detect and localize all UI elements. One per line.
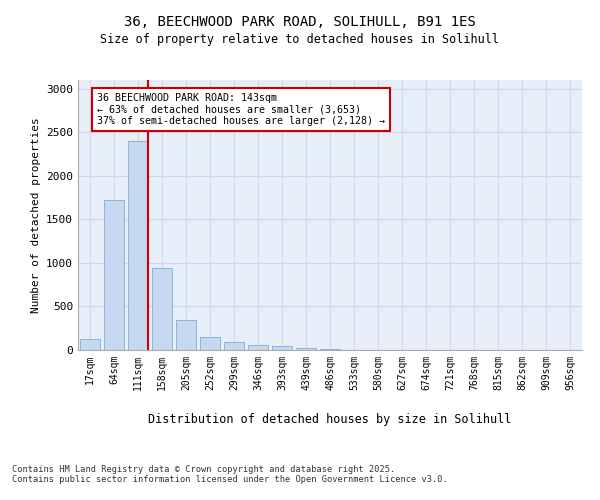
Bar xyxy=(296,348,316,350)
Bar xyxy=(80,338,100,350)
Bar xyxy=(320,348,340,350)
Text: Distribution of detached houses by size in Solihull: Distribution of detached houses by size … xyxy=(148,412,512,426)
Bar xyxy=(200,336,220,350)
Bar xyxy=(104,200,124,350)
Text: Contains HM Land Registry data © Crown copyright and database right 2025.
Contai: Contains HM Land Registry data © Crown c… xyxy=(12,465,448,484)
Bar xyxy=(272,346,292,350)
Bar xyxy=(128,141,148,350)
Bar xyxy=(224,342,244,350)
Bar xyxy=(152,268,172,350)
Text: Size of property relative to detached houses in Solihull: Size of property relative to detached ho… xyxy=(101,32,499,46)
Bar xyxy=(176,320,196,350)
Bar xyxy=(248,345,268,350)
Y-axis label: Number of detached properties: Number of detached properties xyxy=(31,117,41,313)
Text: 36 BEECHWOOD PARK ROAD: 143sqm
← 63% of detached houses are smaller (3,653)
37% : 36 BEECHWOOD PARK ROAD: 143sqm ← 63% of … xyxy=(97,93,385,126)
Text: 36, BEECHWOOD PARK ROAD, SOLIHULL, B91 1ES: 36, BEECHWOOD PARK ROAD, SOLIHULL, B91 1… xyxy=(124,15,476,29)
